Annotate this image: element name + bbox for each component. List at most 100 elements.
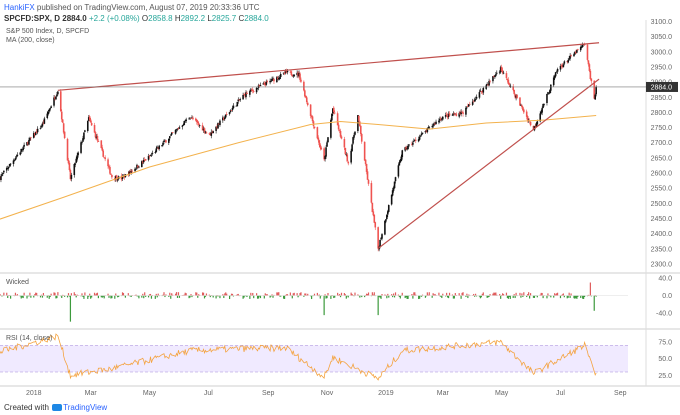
candle-body	[559, 65, 562, 70]
candle-body	[42, 122, 45, 124]
wicked-bar	[569, 295, 571, 298]
wicked-bar	[37, 295, 39, 297]
wicked-bar	[385, 294, 387, 296]
candle-body	[272, 78, 274, 80]
candle-body	[317, 137, 320, 141]
candle-body	[250, 89, 252, 92]
wicked-bar	[446, 292, 448, 296]
wicked-bar	[474, 293, 477, 296]
candle-body	[434, 123, 436, 125]
candle-body	[424, 131, 427, 133]
candle-body	[563, 61, 566, 64]
candle-body	[575, 51, 577, 54]
wicked-bar	[270, 295, 272, 297]
candle-body	[313, 126, 316, 129]
candle-body	[353, 134, 355, 138]
candle-body	[176, 128, 179, 130]
time-tick-label: Mar	[85, 390, 98, 397]
wicked-bar	[574, 295, 576, 299]
candle-body	[237, 99, 240, 102]
wicked-bar	[82, 295, 84, 297]
candle-body	[560, 65, 563, 67]
candle-body	[583, 44, 586, 46]
candle-body	[195, 118, 197, 121]
wicked-bar	[586, 295, 589, 297]
candle-body	[103, 157, 105, 159]
wicked-bar	[266, 294, 268, 296]
candle-body	[446, 115, 449, 118]
wicked-bar	[406, 295, 408, 299]
candle-body	[412, 142, 414, 145]
time-tick-label: 2018	[26, 390, 42, 397]
candle-body	[492, 76, 494, 82]
wicked-bar	[156, 295, 158, 298]
tradingview-brand[interactable]: TradingView	[63, 403, 108, 412]
candle-body	[521, 105, 523, 108]
candle-body	[297, 72, 299, 76]
candle-body	[279, 74, 282, 77]
candle-body	[163, 140, 165, 142]
wicked-bar	[589, 282, 591, 296]
candle-body	[366, 171, 369, 180]
wicked-bar	[442, 293, 444, 296]
time-tick-label: May	[495, 390, 509, 397]
wicked-bar	[541, 292, 543, 296]
wicked-bar	[273, 294, 275, 296]
wicked-bar	[532, 295, 535, 298]
wicked-bar	[316, 292, 318, 296]
wicked-bar	[480, 295, 482, 298]
candle-body	[508, 83, 511, 86]
wicked-bar	[495, 292, 497, 296]
candle-body	[562, 64, 565, 68]
wicked-bar	[359, 295, 361, 298]
time-tick-label: Sep	[614, 390, 627, 397]
rsi-line	[0, 333, 597, 381]
candle-body	[327, 137, 329, 143]
candle-body	[249, 91, 251, 95]
candle-body	[414, 140, 416, 141]
candle-body	[50, 106, 52, 108]
wicked-bar	[505, 292, 508, 296]
candle-body	[100, 140, 103, 149]
candle-body	[101, 147, 104, 151]
candle-body	[413, 140, 415, 142]
wicked-bar	[404, 295, 406, 299]
wicked-bar	[582, 295, 584, 299]
wicked-bar	[13, 295, 16, 297]
candle-body	[5, 167, 8, 171]
wicked-bar	[195, 292, 197, 296]
candle-body	[231, 107, 234, 111]
author-link[interactable]: HankiFX	[4, 3, 35, 12]
wicked-bar	[237, 293, 239, 296]
wicked-bar	[433, 294, 435, 296]
candle-body	[574, 51, 576, 55]
candle-body	[191, 117, 193, 119]
wicked-bar	[560, 294, 563, 296]
wicked-bar	[529, 295, 531, 299]
wicked-bar	[371, 292, 373, 296]
candle-body	[168, 138, 170, 143]
wicked-bar	[103, 295, 105, 299]
candle-body	[19, 152, 22, 155]
wicked-bar	[127, 293, 129, 296]
ma-legend: MA (200, close)	[6, 37, 55, 44]
candle-body	[259, 85, 262, 87]
candle-body	[67, 159, 70, 164]
candle-body	[121, 176, 124, 179]
candle-body	[239, 99, 242, 101]
candle-body	[417, 139, 420, 142]
candle-body	[501, 70, 504, 74]
candle-body	[398, 162, 401, 166]
candle-body	[440, 118, 442, 120]
candle-body	[15, 156, 18, 158]
wicked-bar	[91, 295, 93, 298]
wicked-bar	[392, 293, 395, 296]
wicked-bar	[292, 293, 294, 296]
wicked-bar	[201, 292, 204, 296]
candle-body	[243, 94, 245, 95]
candle-body	[265, 81, 268, 85]
rsi-legend: RSI (14, close)	[6, 335, 53, 342]
candle-body	[466, 106, 468, 108]
candle-body	[277, 77, 279, 79]
